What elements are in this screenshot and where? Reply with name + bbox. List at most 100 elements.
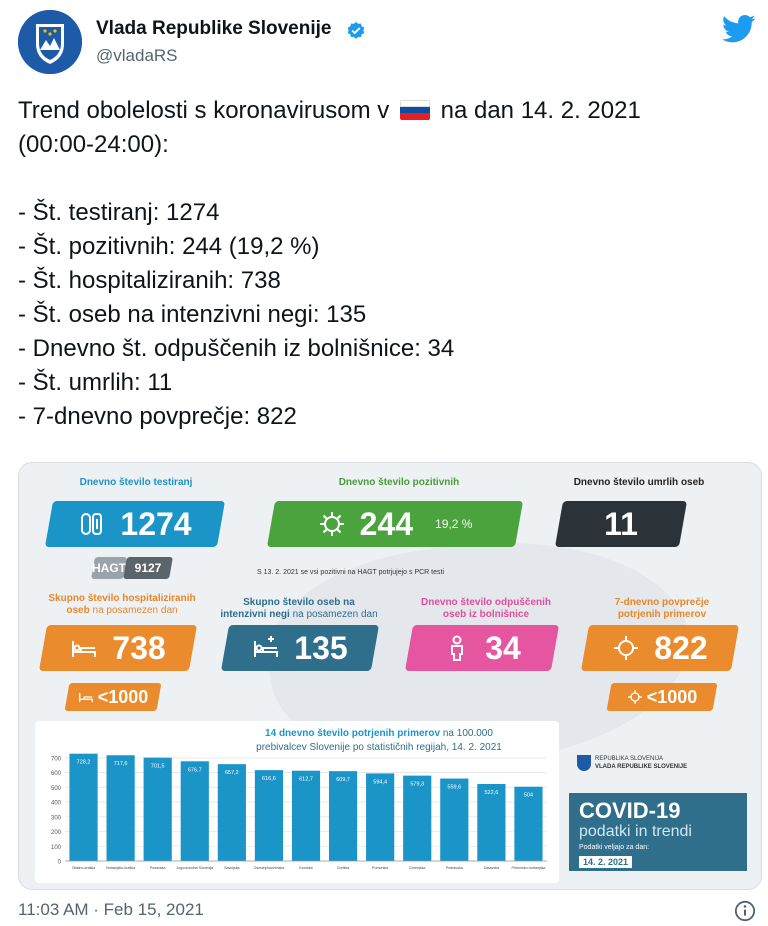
gov-line-1: REPUBLIKA SLOVENIJA: [595, 756, 664, 762]
hospital-label: Skupno število hospitaliziranih oseb na …: [37, 593, 207, 617]
bar-value-label: 594,4: [373, 779, 387, 785]
account-name[interactable]: Vlada Republike Slovenije: [96, 18, 332, 39]
bar-value-label: 728,2: [77, 760, 91, 766]
avg7-tile: 822: [580, 625, 740, 671]
y-tick-label: 400: [51, 801, 62, 807]
bar-value-label: 616,6: [262, 776, 276, 782]
y-tick-label: 200: [51, 830, 62, 836]
tweet-bullet: - Dnevno št. odpuščenih iz bolnišnice: 3…: [18, 335, 455, 362]
covid-banner: COVID-19 podatki in trendi Podatki velja…: [569, 793, 747, 871]
chart-title: 14 dnevno število potrjenih primerov na …: [199, 727, 559, 755]
bar-value-label: 676,7: [188, 767, 202, 773]
y-tick-label: 100: [51, 845, 62, 851]
y-tick-label: 0: [58, 860, 62, 866]
positive-label: Dnevno število pozitivnih: [338, 477, 460, 488]
tweet-timestamp[interactable]: 11:03 AM · Feb 15, 2021: [18, 900, 204, 919]
coat-of-arms-icon[interactable]: [18, 10, 82, 74]
category-label: Jugovzhodna Slovenija: [176, 866, 213, 870]
bar-value-label: 609,7: [336, 777, 350, 783]
hospital-bed-icon: [72, 641, 97, 657]
government-logo: REPUBLIKA SLOVENIJA VLADA REPUBLIKE SLOV…: [577, 755, 687, 771]
bar: [477, 783, 506, 861]
icu-label-normal: na posamezen dan: [292, 609, 378, 620]
category-label: Zasavska: [484, 866, 499, 870]
tweet-line-1-start: Trend obolelosti s koronavirusom v: [18, 97, 390, 124]
deaths-label: Dnevno število umrlih oseb: [573, 477, 705, 488]
hospital-label-bold: Skupno število hospitaliziranih oseb: [48, 593, 196, 616]
bar: [254, 770, 284, 861]
covid-title: COVID-19: [579, 798, 681, 823]
chart-title-rest1: na 100.000: [442, 728, 493, 739]
hospital-bed-small-icon: [78, 693, 93, 703]
tweet-bullet: - Št. pozitivnih: 244 (19,2 %): [18, 233, 320, 260]
hospital-limit: <1000: [97, 686, 149, 707]
chart-title-bold: 14 dnevno število potrjenih primerov: [265, 728, 441, 739]
icu-tile: 135: [220, 625, 380, 671]
discharged-tile: 34: [404, 625, 560, 671]
person-icon: [451, 635, 464, 661]
hospital-limit-tile: <1000: [64, 683, 162, 711]
bar: [106, 755, 135, 861]
virus-icon: [319, 512, 344, 536]
hospital-tile: 738: [38, 625, 198, 671]
covid-valid-label: Podatki veljajo za dan:: [579, 844, 650, 851]
category-label: Savinjska: [224, 866, 239, 870]
account-handle[interactable]: @vladaRS: [96, 46, 178, 65]
tweet-bullet: - Št. hospitaliziranih: 738: [18, 267, 281, 294]
avg7-limit-tile: <1000: [606, 683, 718, 711]
bar-value-label: 522,6: [485, 790, 499, 796]
bar: [217, 764, 246, 861]
bar: [440, 778, 469, 861]
y-tick-label: 500: [51, 786, 62, 792]
test-tube-icon: [81, 513, 103, 535]
testing-label: Dnevno število testiranj: [79, 477, 193, 488]
hagt-label-tile: HAGT: [91, 557, 127, 579]
info-icon[interactable]: [734, 900, 756, 922]
bar: [403, 775, 432, 861]
deaths-value: 11: [604, 505, 638, 542]
bar: [291, 770, 321, 861]
category-label: Pomurska: [372, 866, 388, 870]
category-label: Osrednjeslovenska: [254, 866, 285, 870]
positive-tile: 244 19,2 %: [266, 501, 524, 547]
slovenia-flag-icon: [399, 100, 430, 120]
discharged-label: Dnevno število odpuščenih oseb iz bolniš…: [420, 597, 552, 620]
testing-tile: 1274: [44, 501, 226, 547]
bar: [514, 786, 543, 861]
category-label: Koroška: [299, 866, 312, 870]
verified-badge-icon: [347, 21, 365, 39]
discharged-value: 34: [485, 629, 521, 666]
hagt-value-tile: 9127: [123, 557, 173, 579]
category-label: Podravska: [446, 866, 463, 870]
bar-value-label: 559,6: [447, 785, 461, 791]
twitter-bird-icon[interactable]: [722, 14, 756, 44]
covid-subtitle: podatki in trendi: [579, 823, 692, 840]
y-tick-label: 700: [51, 756, 62, 762]
avg7-label-line2: potrjenih primerov: [617, 609, 707, 620]
y-tick-label: 300: [51, 815, 62, 821]
virus-small-icon: [627, 690, 642, 704]
tweet-text: Trend obolelosti s koronavirusom v na da…: [18, 94, 748, 434]
hospital-label-normal: na posamezen dan: [92, 605, 178, 616]
hagt-note: S 13. 2. 2021 se vsi pozitivni na HAGT p…: [257, 569, 445, 576]
category-label: Primorsko-notranjska: [511, 866, 545, 870]
testing-value: 1274: [120, 505, 192, 542]
virus-outline-icon: [614, 636, 639, 660]
bar: [366, 773, 395, 861]
tweet-line-2: (00:00-24:00):: [18, 131, 169, 158]
avg7-label-line1: 7-dnevno povprečje: [614, 597, 710, 608]
bar: [69, 753, 98, 861]
bar-value-label: 579,3: [410, 782, 424, 788]
category-label: Goriška: [337, 866, 349, 870]
government-shield-icon: [577, 755, 591, 771]
deaths-tile: 11: [554, 501, 688, 547]
icu-bed-icon: [254, 636, 279, 657]
infographic-image[interactable]: Dnevno število testiranj 1274 HAGT 9127 …: [18, 462, 762, 890]
bar-value-label: 612,7: [299, 777, 313, 783]
hagt-value: 9127: [134, 561, 162, 575]
bar: [328, 771, 358, 861]
icu-label-bold: Skupno število oseb na intenzivni negi: [220, 597, 355, 620]
icu-label: Skupno število oseb na intenzivni negi n…: [219, 597, 379, 621]
positive-pct: 19,2 %: [435, 517, 473, 531]
bar: [180, 761, 209, 861]
